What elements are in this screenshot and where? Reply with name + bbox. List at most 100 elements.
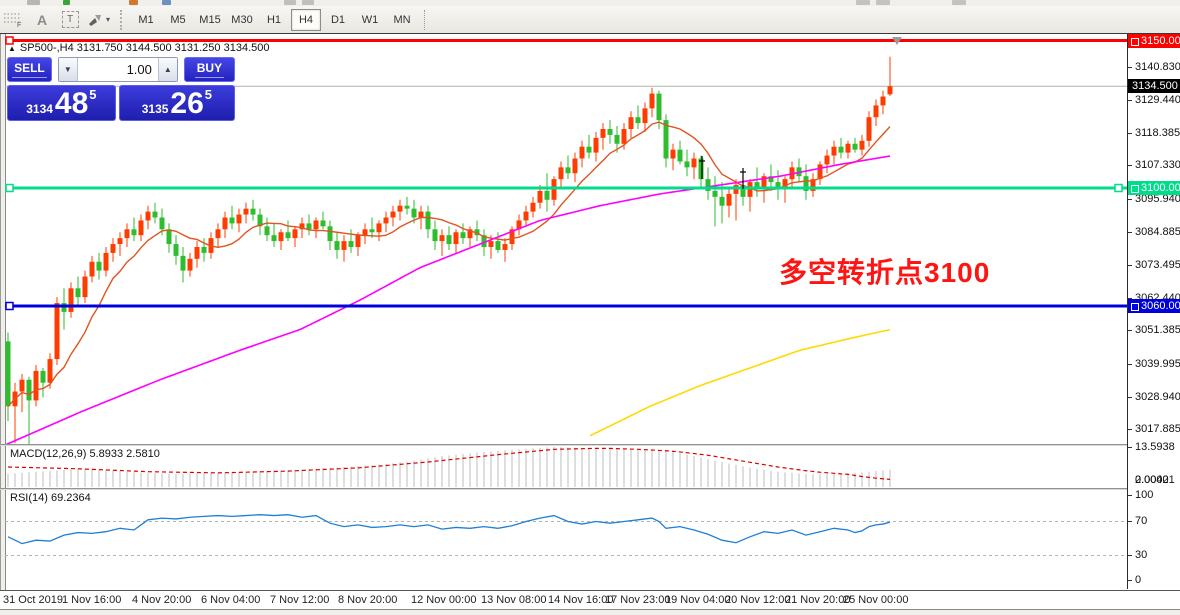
time-label: 17 Nov 23:00: [605, 594, 671, 606]
rsi-panel-divider[interactable]: [0, 488, 1180, 490]
rsi-line: [7, 514, 891, 545]
partial-icon: [27, 0, 40, 5]
timeframe-button-MN[interactable]: MN: [393, 13, 411, 26]
time-label: 20 Nov 12:00: [725, 594, 791, 606]
time-label: 4 Nov 20:00: [132, 594, 192, 606]
rsi-panel-canvas[interactable]: [5, 490, 1127, 588]
volume-decrease-button[interactable]: ▼: [58, 58, 78, 81]
timeframe-button-D1[interactable]: D1: [330, 13, 346, 26]
time-label: 25 Nov 00:00: [843, 594, 909, 606]
fibonacci-grid-tool-button[interactable]: F: [1, 9, 27, 31]
time-label: 8 Nov 20:00: [338, 594, 398, 606]
ma-slow-line[interactable]: [589, 328, 891, 437]
timeframe-button-H1[interactable]: H1: [266, 13, 282, 26]
price-axis-border: [1127, 34, 1128, 589]
timeframe-button-M5[interactable]: M5: [170, 13, 186, 26]
hline-anchor[interactable]: [5, 183, 14, 193]
macd-panel-divider[interactable]: [0, 444, 1180, 446]
time-label: 14 Nov 16:00: [548, 594, 614, 606]
rsi-axis-70: 70: [1128, 515, 1147, 527]
time-label: 19 Nov 04:00: [665, 594, 731, 606]
buy-button-label: BUY: [194, 61, 225, 78]
annotation-text: 多空转折点3100: [779, 257, 991, 288]
time-axis[interactable]: 31 Oct 2019 1 Nov 16:00 4 Nov 20:00 6 Nov 0…: [0, 590, 1180, 609]
volume-stepper: ▼ ▲: [57, 57, 178, 82]
rsi-axis-100: 100: [1128, 489, 1153, 501]
timeframe-button-M30[interactable]: M30: [231, 13, 253, 26]
timeframe-button-H4[interactable]: H4: [291, 8, 321, 31]
partial-icon: [284, 0, 296, 5]
fibonacci-grid-icon: F: [4, 13, 21, 27]
time-label: 31 Oct 2019: [3, 594, 63, 606]
main-chart-canvas[interactable]: [5, 34, 1127, 444]
chart-shift-marker[interactable]: [892, 37, 902, 45]
partial-icon: [876, 0, 890, 5]
price-tag-3100.000[interactable]: 3100.000: [1128, 181, 1180, 195]
volume-input[interactable]: [77, 58, 158, 81]
toolbar: F A T ▾ M1 M5 M15 M30 H1 H4 D1 W1 MN: [0, 6, 1180, 34]
ma-fast-line[interactable]: [7, 121, 891, 407]
macd-histogram: [7, 446, 891, 487]
sell-button-label: SELL: [12, 61, 47, 78]
price-tick-3084.885: 3084.885: [1128, 226, 1180, 238]
price-tick-3129.440: 3129.440: [1128, 94, 1180, 106]
price-tick-3039.995: 3039.995: [1128, 358, 1180, 370]
partial-icon: [129, 0, 138, 5]
drawing-marker[interactable]: [699, 156, 705, 179]
rsi-label: RSI(14) 69.2364: [10, 492, 91, 504]
timeframe-button-W1[interactable]: W1: [361, 13, 379, 26]
buy-price-panel[interactable]: 3135 26 5: [118, 85, 235, 121]
symbol-title: ▲ SP500-,H4 3131.750 3144.500 3131.250 3…: [8, 42, 269, 54]
buy-price-small: 3135: [141, 102, 169, 116]
hline-anchor[interactable]: [5, 301, 14, 311]
price-axis: 13.5938 0.0000 2.00421 3140.830 3129.440 3…: [1128, 33, 1180, 608]
timeframe-button-M15[interactable]: M15: [199, 13, 221, 26]
price-tick-3028.940: 3028.940: [1128, 391, 1180, 403]
text-label-tool-button[interactable]: A: [29, 9, 55, 31]
toolbar-grip[interactable]: [120, 9, 126, 30]
shapes-tool-button[interactable]: ▾: [85, 9, 111, 31]
time-label: 7 Nov 12:00: [270, 594, 330, 606]
macd-panel-canvas[interactable]: [5, 446, 1127, 488]
time-label: 13 Nov 08:00: [481, 594, 547, 606]
timeframe-button-group: M1 M5 M15 M30 H1 H4 D1 W1 MN: [130, 8, 418, 31]
time-label: 1 Nov 16:00: [62, 594, 122, 606]
ma-mid-line[interactable]: [5, 155, 891, 444]
text-box-icon: T: [61, 11, 79, 28]
time-label: 12 Nov 00:00: [411, 594, 477, 606]
partial-icon: [952, 0, 966, 5]
partial-icon: [63, 0, 70, 5]
partial-icon: [856, 0, 870, 5]
volume-increase-button[interactable]: ▲: [157, 58, 177, 81]
price-tick-3017.885: 3017.885: [1128, 423, 1180, 435]
sell-button[interactable]: SELL: [7, 57, 52, 82]
time-label: 6 Nov 04:00: [201, 594, 261, 606]
rsi-axis-30: 30: [1128, 549, 1147, 561]
price-tick-3095.940: 3095.940: [1128, 193, 1180, 205]
sell-price-panel[interactable]: 3134 48 5: [7, 85, 116, 121]
text-box-tool-button[interactable]: T: [57, 9, 83, 31]
price-tag-3060.000[interactable]: 3060.000: [1128, 299, 1180, 313]
macd-signal-line: [7, 447, 891, 480]
macd-axis-top: 13.5938: [1128, 441, 1175, 453]
partial-icon: [162, 0, 171, 5]
price-tick-3107.330: 3107.330: [1128, 159, 1180, 171]
timeframe-button-M1[interactable]: M1: [138, 13, 154, 26]
hline-anchor[interactable]: [1114, 183, 1123, 193]
window-left-border: [0, 34, 6, 608]
macd-label: MACD(12,26,9) 5.8933 2.5810: [10, 448, 160, 460]
hline-anchor[interactable]: [5, 36, 14, 45]
symbol-ohlc-text: SP500-,H4 3131.750 3144.500 3131.250 313…: [19, 42, 270, 54]
chevron-down-icon: ▾: [105, 15, 110, 24]
price-tick-3073.495: 3073.495: [1128, 259, 1180, 271]
sell-price-small: 3134: [26, 102, 53, 116]
drawing-marker[interactable]: [740, 168, 746, 189]
buy-price-big: 26: [170, 87, 204, 120]
shapes-arrows-icon: [88, 14, 101, 26]
text-label-icon: A: [36, 11, 48, 28]
price-tag-3150.000[interactable]: 3150.000: [1128, 33, 1180, 48]
toolbar-separator: [424, 9, 425, 30]
buy-button[interactable]: BUY: [183, 57, 235, 82]
chart-window: ▲ SP500-,H4 3131.750 3144.500 3131.250 3…: [0, 33, 1180, 615]
